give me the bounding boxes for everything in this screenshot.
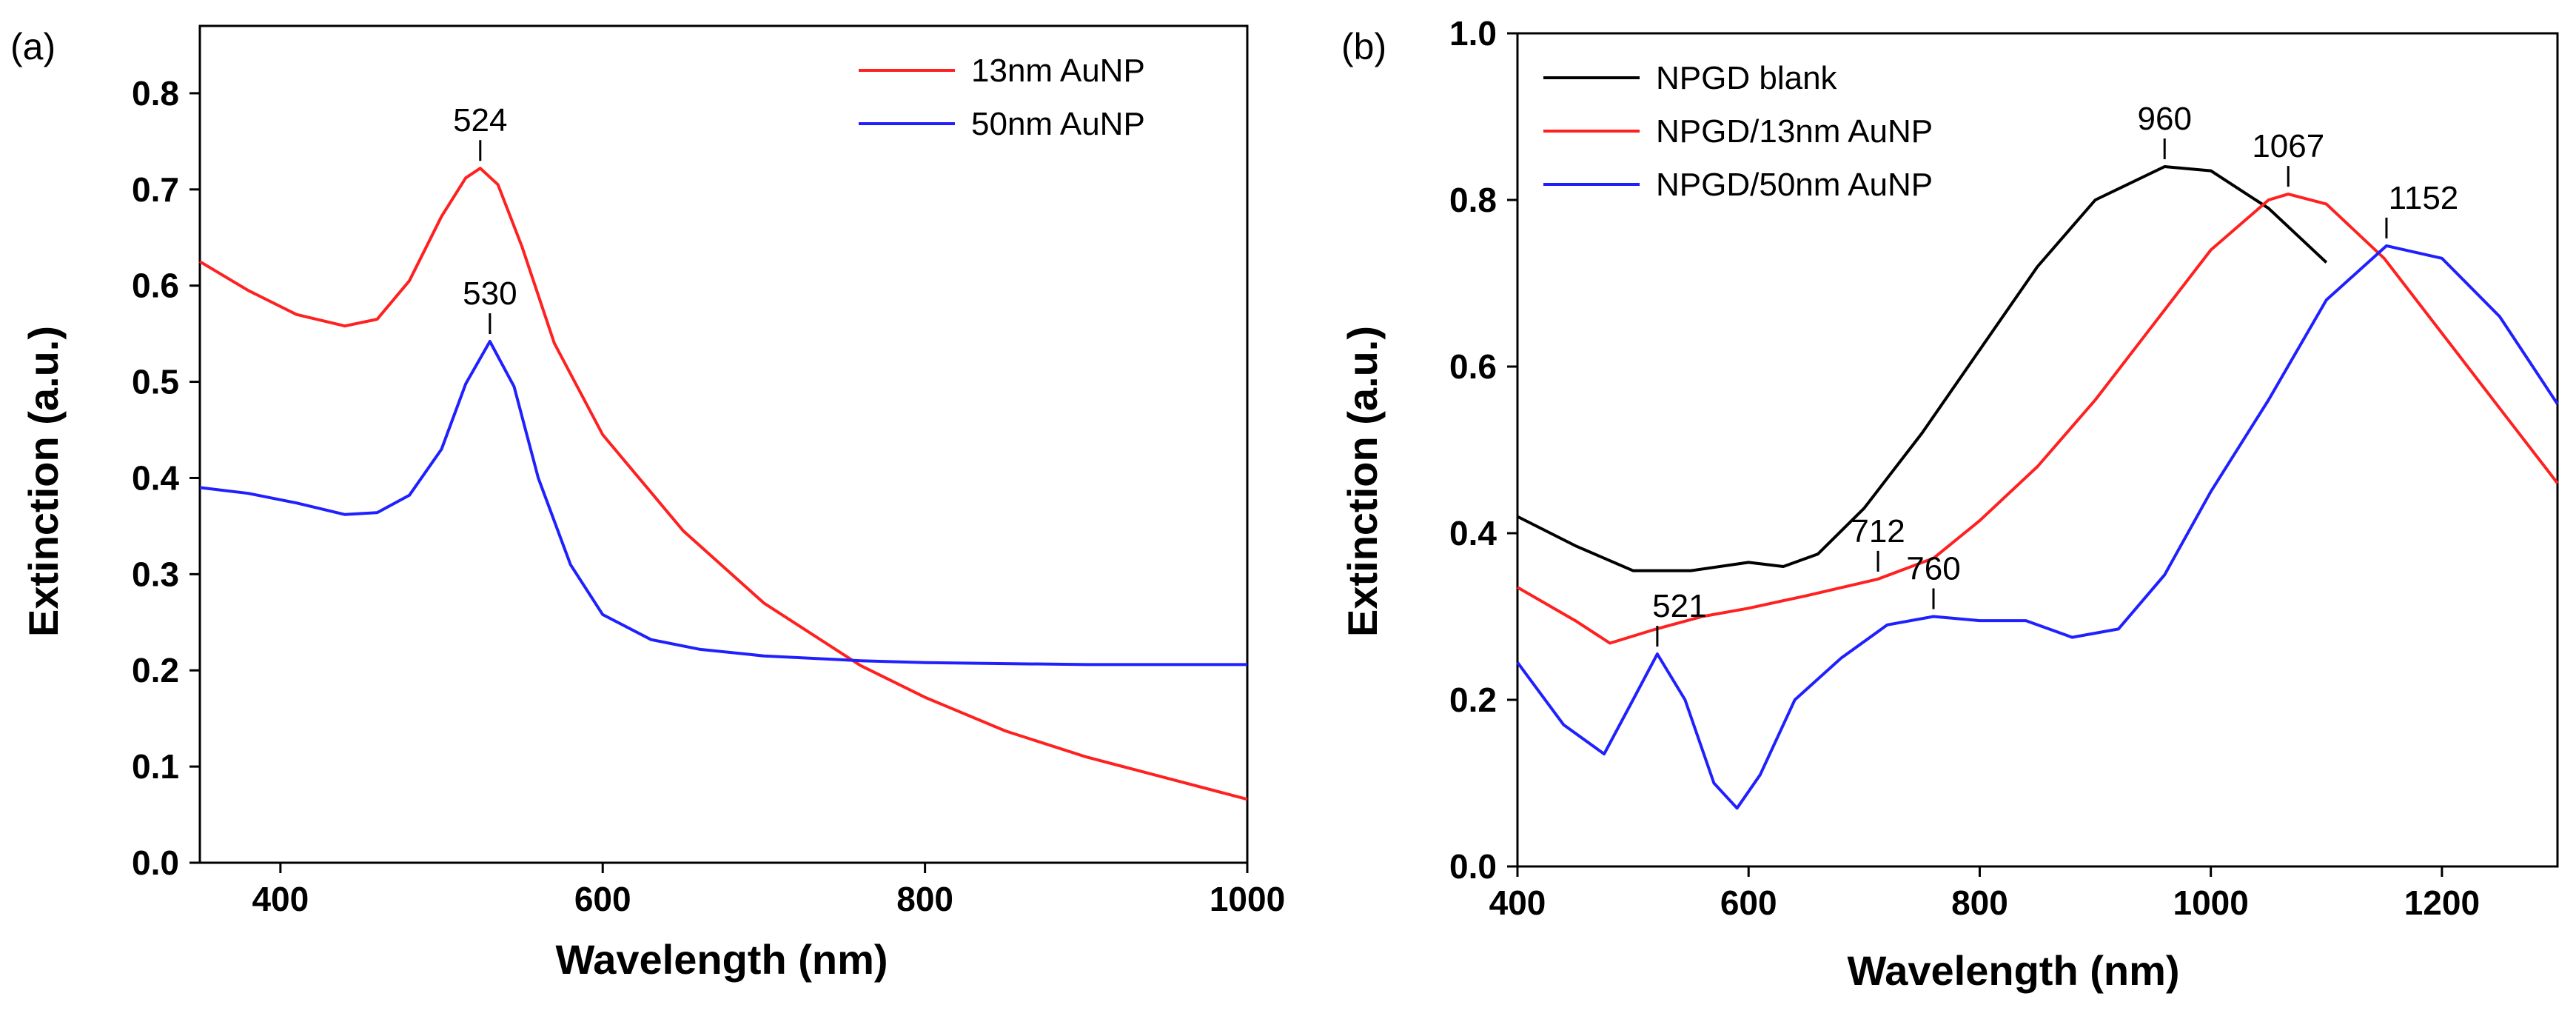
y-tick-label: 0.8 (132, 74, 179, 113)
annotation-label: 524 (453, 102, 507, 138)
y-tick-label: 0.0 (1449, 847, 1497, 886)
y-tick-label: 0.6 (132, 267, 179, 305)
legend-label: NPGD/50nm AuNP (1656, 167, 1933, 203)
annotation-label: 521 (1652, 588, 1706, 624)
annotation-label: 960 (2138, 101, 2192, 137)
panel-label-a: (a) (10, 26, 56, 67)
x-tick-label: 400 (252, 880, 309, 918)
axes-a: 400 600 800 1000 0.0 0.1 0.2 0.3 0.4 0.5 0.6 0.7 0.8 (132, 24, 1285, 918)
x-axis-title-b: Wavelength (nm) (1847, 947, 2179, 994)
y-axis-title-a: Extinction (a.u.) (20, 326, 67, 637)
legend-b: NPGD blank NPGD/13nm AuNP NPGD/50nm AuNP (1543, 60, 1933, 203)
y-axis-title-b: Extinction (a.u.) (1339, 326, 1386, 637)
annotation-label: 1067 (2252, 128, 2324, 164)
series-line-13nm-aunp (198, 167, 1248, 801)
y-tick-label: 0.5 (132, 363, 179, 401)
x-tick-label: 1200 (2404, 883, 2480, 922)
annotations-a: 524 530 (453, 102, 517, 335)
y-tick-label: 1.0 (1449, 14, 1497, 53)
plot-frame-a (198, 24, 1249, 864)
x-axis-title-a: Wavelength (nm) (555, 936, 888, 983)
series-line-npgd-50nm-aunp (1516, 244, 2559, 810)
y-tick-label: 0.3 (132, 555, 179, 593)
series-line-npgd-blank (1517, 165, 2328, 572)
y-tick-label: 0.4 (132, 458, 179, 497)
y-tick-label: 0.2 (1449, 681, 1497, 719)
panel-label-b: (b) (1341, 26, 1386, 67)
x-tick-label: 600 (1720, 883, 1777, 922)
series-line-npgd-13nm-aunp (1517, 193, 2559, 645)
panel-a: (a) 400 600 800 1000 0.0 0.1 0.2 0.3 0.4 0.5 0.6 0.… (10, 24, 1285, 983)
x-tick-label: 800 (896, 880, 953, 918)
annotation-label: 530 (463, 275, 517, 312)
legend-label: NPGD/13nm AuNP (1656, 113, 1933, 150)
panel-b: (b) 400 600 800 1000 12000.00.20.40.60.81.0 … (1339, 14, 2559, 994)
annotation-label: 712 (1851, 513, 1905, 549)
series-group-a (198, 167, 1248, 801)
y-tick-label: 0.2 (132, 651, 179, 689)
y-tick-label: 0.1 (132, 747, 179, 786)
x-tick-label: 1000 (1210, 880, 1285, 918)
x-tick-label: 400 (1489, 883, 1546, 922)
y-tick-label: 0.6 (1449, 347, 1497, 386)
y-tick-label: 0.4 (1449, 514, 1497, 552)
y-tick-label: 0.0 (132, 843, 179, 882)
x-tick-label: 1000 (2173, 883, 2248, 922)
x-tick-label: 800 (1951, 883, 2008, 922)
legend-label: 13nm AuNP (971, 53, 1145, 89)
annotation-label: 1152 (2389, 180, 2459, 216)
legend-label: 50nm AuNP (971, 106, 1145, 142)
x-tick-label: 600 (574, 880, 631, 918)
y-tick-label: 0.7 (132, 170, 179, 209)
plot-frame-b (1516, 32, 2559, 868)
series-line-50nm-aunp (199, 340, 1247, 666)
axes-b: 400 600 800 1000 1200 0.0 0.2 0.4 0.6 0.8 1.0 (1449, 14, 2559, 922)
series-group-b (1516, 165, 2559, 810)
legend-a: 13nm AuNP 50nm AuNP (859, 53, 1145, 142)
annotation-label: 760 (1906, 551, 1960, 587)
legend-label: NPGD blank (1656, 60, 1838, 96)
y-tick-label: 0.8 (1449, 181, 1497, 219)
